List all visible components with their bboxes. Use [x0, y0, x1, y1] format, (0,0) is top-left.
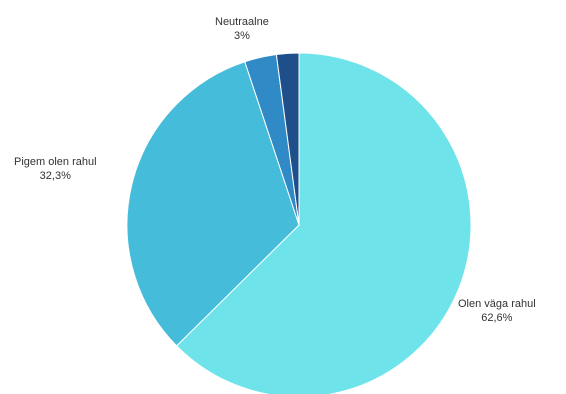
slice-label-olen-vaga-rahul: Olen väga rahul 62,6%	[458, 297, 536, 325]
slice-label-percent: 32,3%	[39, 170, 71, 182]
pie-slice-3	[275, 52, 300, 226]
pie-slice-1	[126, 61, 300, 347]
slice-label-text: Neutraalne	[215, 16, 269, 28]
slice-label-text: Olen väga rahul	[458, 298, 536, 310]
pie-slice-0	[175, 52, 472, 394]
slice-label-pigem-olen-rahul: Pigem olen rahul 32,3%	[14, 155, 97, 183]
slice-label-text: Pigem olen rahul	[14, 156, 97, 168]
slice-label-neutraalne: Neutraalne 3%	[215, 15, 269, 43]
slice-label-percent: 3%	[233, 30, 250, 42]
slice-label-percent: 62,6%	[481, 312, 513, 324]
